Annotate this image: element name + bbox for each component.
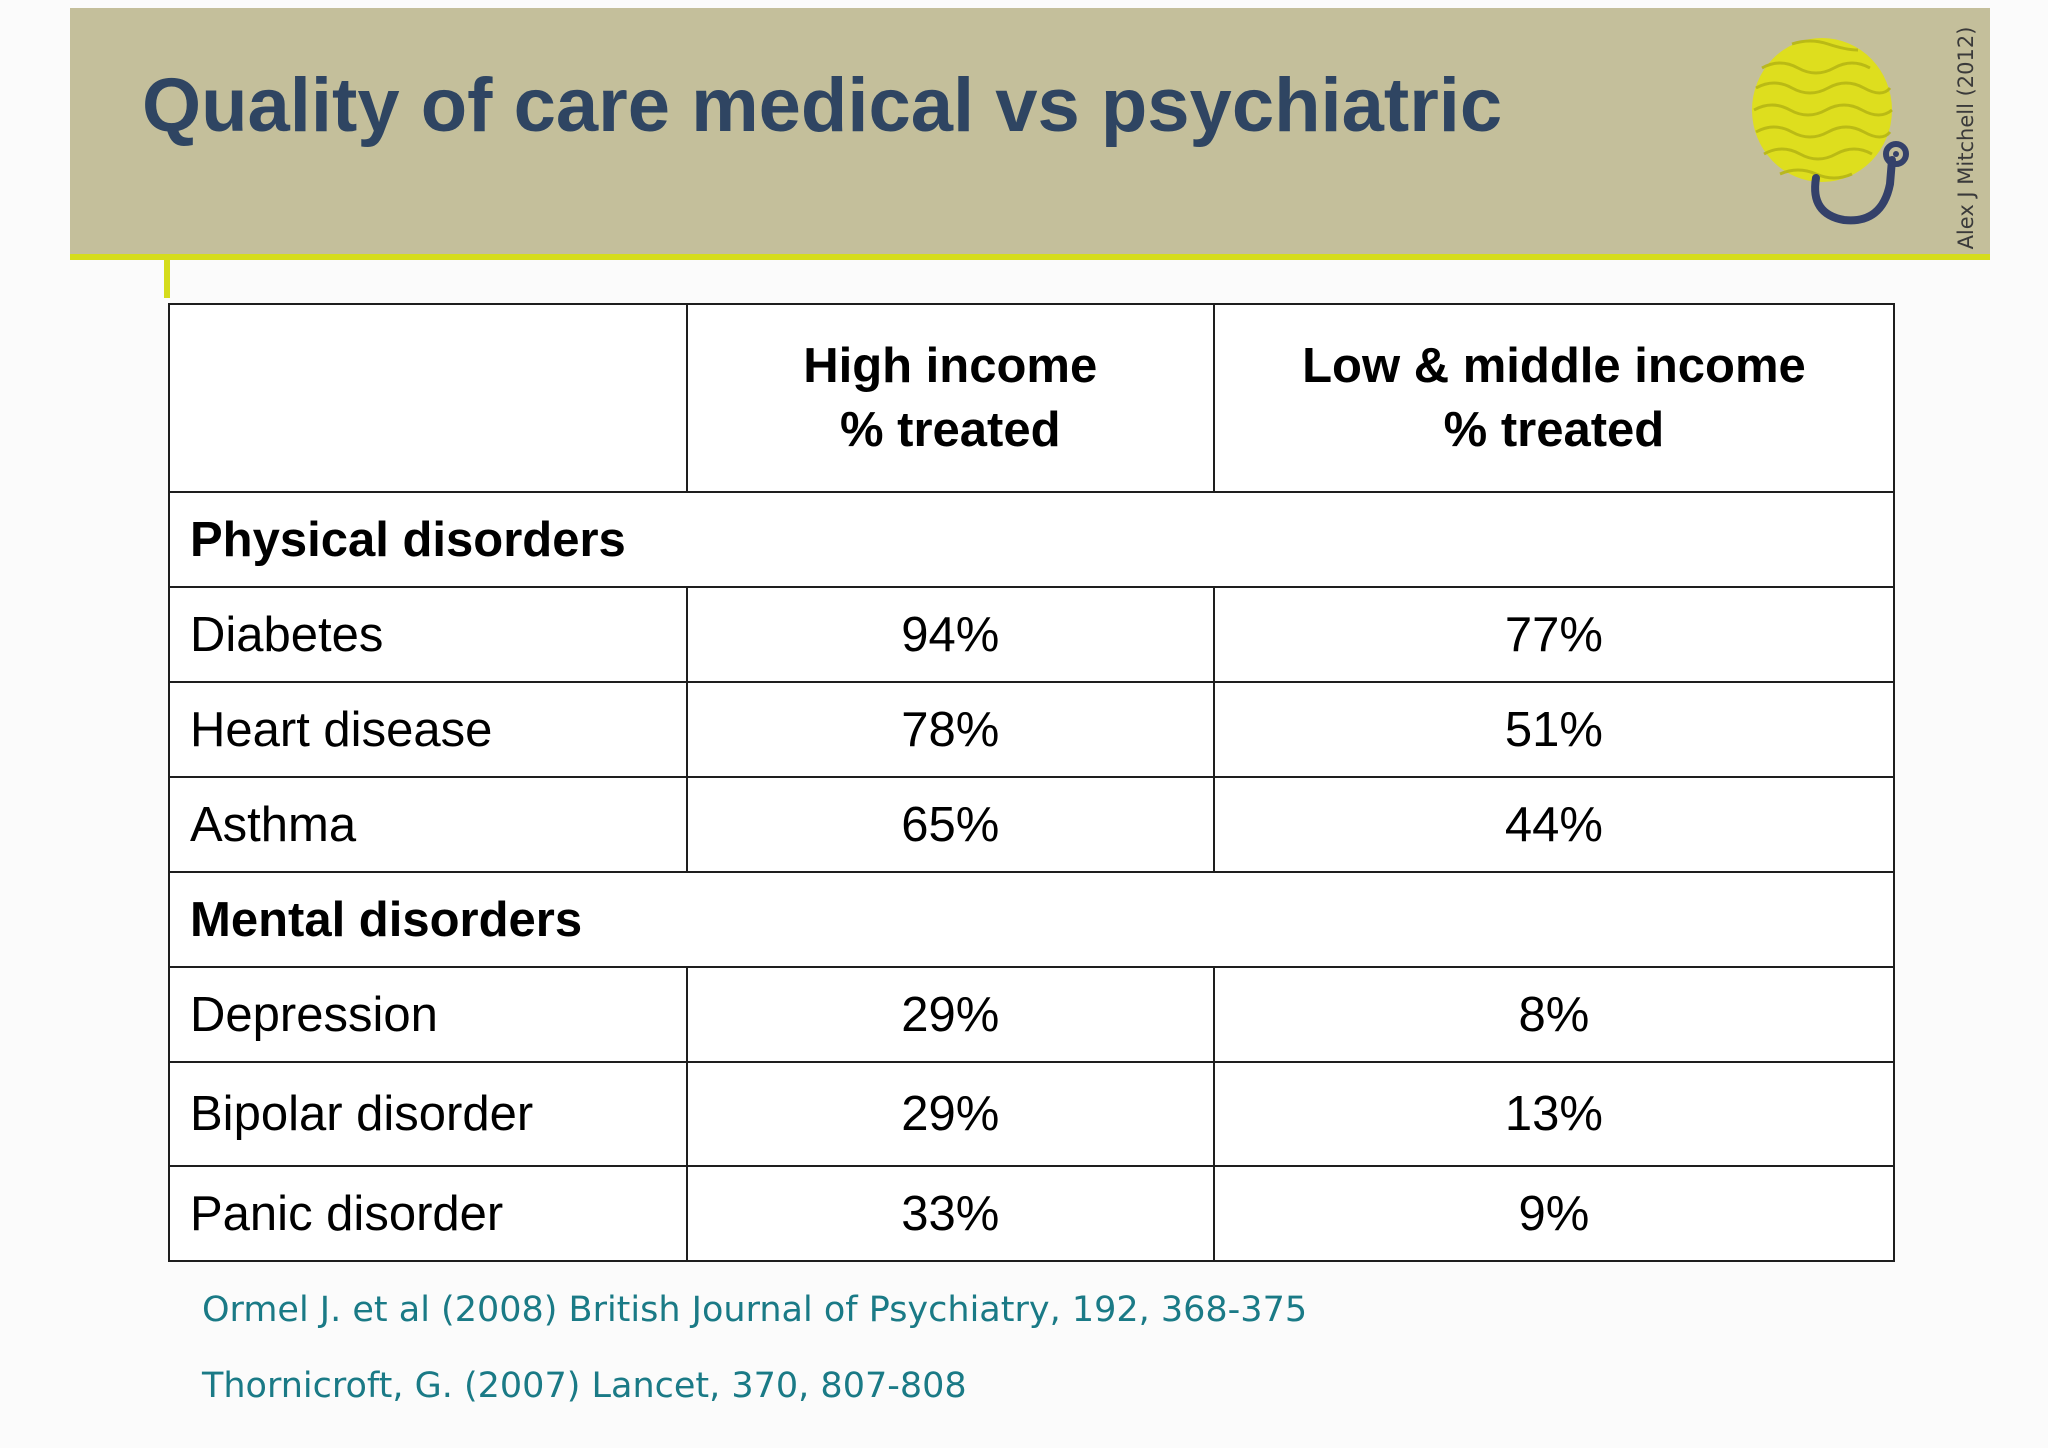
header-high-income-line2: % treated — [839, 403, 1061, 457]
header-high-income-line1: High income — [803, 339, 1098, 393]
row-label: Asthma — [168, 776, 688, 873]
slide-title: Quality of care medical vs psychiatric — [142, 63, 1503, 148]
low-income-value: 8% — [1212, 966, 1896, 1063]
section-row-mental: Mental disorders — [168, 871, 1895, 968]
header-low-income-line1: Low & middle income — [1302, 339, 1806, 393]
section-title-mental: Mental disorders — [168, 871, 1895, 968]
high-income-value: 29% — [685, 966, 1215, 1063]
high-income-value: 94% — [685, 586, 1215, 683]
reference-ormel: Ormel J. et al (2008) British Journal of… — [202, 1290, 1308, 1330]
low-income-value: 51% — [1212, 681, 1896, 778]
header-high-income: High income % treated — [685, 303, 1215, 493]
row-label: Heart disease — [168, 681, 688, 778]
low-income-value: 9% — [1212, 1165, 1896, 1262]
table-row: Asthma 65% 44% — [168, 776, 1896, 873]
low-income-value: 13% — [1212, 1061, 1896, 1167]
low-income-value: 44% — [1212, 776, 1896, 873]
table-header-row: High income % treated Low & middle incom… — [168, 303, 1896, 493]
high-income-value: 65% — [685, 776, 1215, 873]
section-title-physical: Physical disorders — [168, 491, 1895, 588]
title-accent-tick — [164, 258, 170, 298]
row-label: Depression — [168, 966, 688, 1063]
brain-stethoscope-icon — [1752, 38, 1909, 225]
author-credit: Alex J Mitchell (2012) — [1920, 20, 2012, 256]
reference-thornicroft: Thornicroft, G. (2007) Lancet, 370, 807-… — [202, 1366, 967, 1406]
header-low-income-line2: % treated — [1443, 403, 1665, 457]
row-label: Panic disorder — [168, 1165, 688, 1262]
header-empty-cell — [168, 303, 688, 493]
table-row: Depression 29% 8% — [168, 966, 1896, 1063]
table-row: Heart disease 78% 51% — [168, 681, 1896, 778]
table-row: Bipolar disorder 29% 13% — [168, 1061, 1896, 1167]
title-bar — [70, 8, 1990, 254]
treatment-table: High income % treated Low & middle incom… — [168, 303, 1896, 1262]
section-row-physical: Physical disorders — [168, 491, 1895, 588]
header-low-middle-income: Low & middle income % treated — [1212, 303, 1896, 493]
high-income-value: 78% — [685, 681, 1215, 778]
row-label: Bipolar disorder — [168, 1061, 688, 1167]
low-income-value: 77% — [1212, 586, 1896, 683]
title-underline — [70, 254, 1990, 260]
author-credit-text: Alex J Mitchell (2012) — [1954, 26, 1978, 250]
table-row: Panic disorder 33% 9% — [168, 1165, 1896, 1262]
high-income-value: 33% — [685, 1165, 1215, 1262]
high-income-value: 29% — [685, 1061, 1215, 1167]
row-label: Diabetes — [168, 586, 688, 683]
table-row: Diabetes 94% 77% — [168, 586, 1896, 683]
